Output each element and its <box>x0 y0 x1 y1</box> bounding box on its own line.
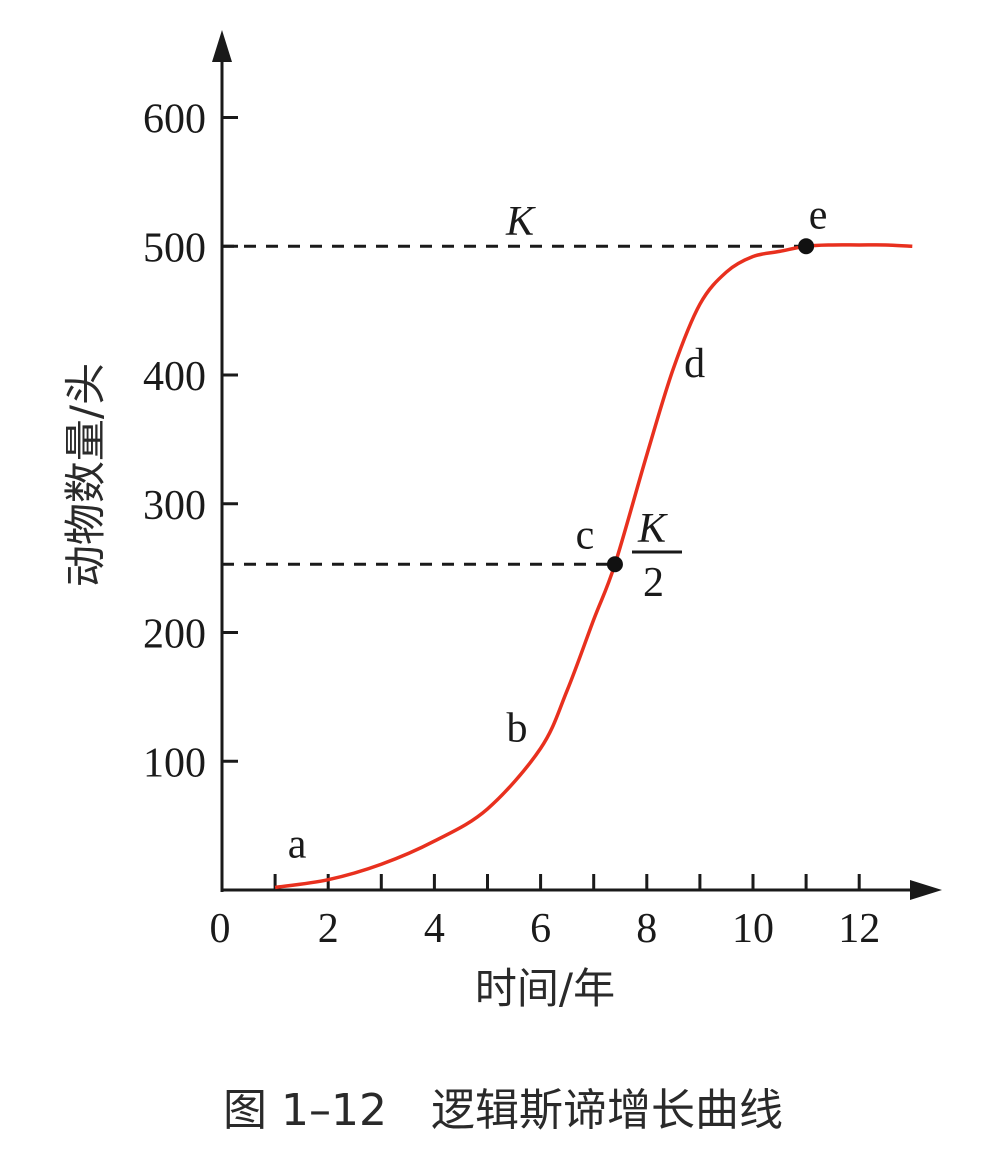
y-tick-label-100: 100 <box>143 740 206 786</box>
y-tick-label-400: 400 <box>143 354 206 400</box>
k-label: K <box>505 199 536 245</box>
x-axis-title: 时间/年 <box>475 964 615 1013</box>
origin-label: 0 <box>210 906 231 952</box>
y-ticks: 100 200 300 400 500 600 <box>143 97 238 786</box>
point-label-e: e <box>809 192 828 238</box>
x-ticks: 2 4 6 8 10 12 <box>273 874 880 952</box>
x-tick-label-2: 2 <box>318 906 339 952</box>
half-k-label: K 2 <box>632 506 682 606</box>
point-label-b: b <box>506 705 527 751</box>
y-tick-label-300: 300 <box>143 483 206 529</box>
curve-points: a b c d e <box>288 192 828 867</box>
point-label-c: c <box>576 512 595 558</box>
x-axis-arrow <box>910 880 942 900</box>
x-tick-label-6: 6 <box>530 906 551 952</box>
half-k-denominator: 2 <box>643 560 664 606</box>
axes <box>212 30 942 900</box>
point-label-d: d <box>684 341 705 387</box>
point-c <box>606 556 623 573</box>
y-tick-label-500: 500 <box>143 225 206 271</box>
point-label-a: a <box>288 821 307 867</box>
half-k-numerator: K <box>637 506 668 552</box>
y-tick-label-200: 200 <box>143 612 206 658</box>
x-tick-label-10: 10 <box>732 906 774 952</box>
figure-caption: 图 1–12 逻辑斯谛增长曲线 <box>223 1085 783 1136</box>
logistic-curve <box>274 243 913 890</box>
y-axis-title: 动物数量/头 <box>61 363 110 587</box>
x-tick-label-4: 4 <box>424 906 445 952</box>
point-e <box>798 238 815 255</box>
y-tick-label-600: 600 <box>143 97 206 143</box>
y-axis-arrow <box>212 30 232 62</box>
x-tick-label-12: 12 <box>838 906 880 952</box>
x-tick-label-8: 8 <box>636 906 657 952</box>
